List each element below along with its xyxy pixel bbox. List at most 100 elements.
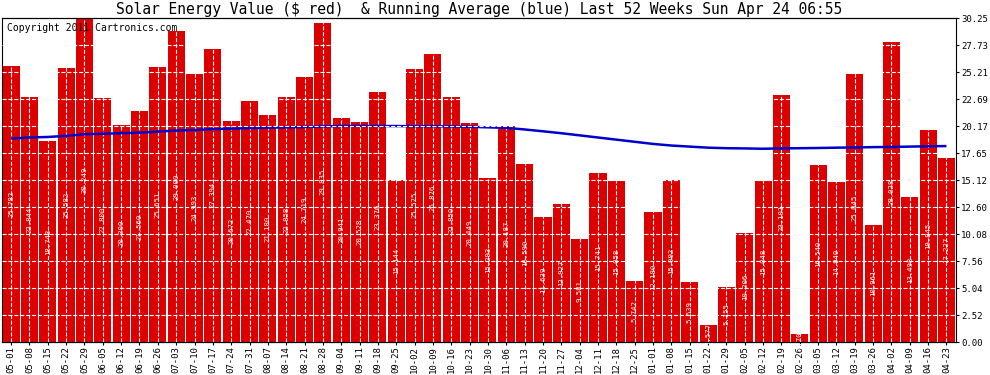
Text: 25.525: 25.525 xyxy=(412,192,418,219)
Text: 29.835: 29.835 xyxy=(320,169,326,195)
Bar xyxy=(40,141,56,342)
Text: 20.300: 20.300 xyxy=(118,220,124,246)
Text: Copyright 2011 Cartronics.com: Copyright 2011 Cartronics.com xyxy=(7,23,177,33)
Bar xyxy=(167,32,185,342)
Bar xyxy=(461,123,478,342)
Text: 28.028: 28.028 xyxy=(888,179,894,205)
Bar xyxy=(94,98,111,342)
Bar xyxy=(149,68,166,342)
Bar xyxy=(186,74,203,342)
Text: 9.581: 9.581 xyxy=(576,280,583,302)
Bar xyxy=(223,121,240,342)
Bar xyxy=(406,69,423,342)
Text: 21.560: 21.560 xyxy=(137,213,143,240)
Text: 25.582: 25.582 xyxy=(63,192,69,218)
Text: 30.249: 30.249 xyxy=(81,167,87,193)
Text: 25.651: 25.651 xyxy=(154,192,160,218)
Bar xyxy=(241,101,258,342)
Text: 20.449: 20.449 xyxy=(466,219,472,246)
Text: 26.876: 26.876 xyxy=(430,185,436,211)
Bar xyxy=(3,66,20,342)
Text: 13.498: 13.498 xyxy=(907,256,913,283)
Text: 20.187: 20.187 xyxy=(503,221,509,247)
Text: 12.180: 12.180 xyxy=(650,264,656,290)
Bar xyxy=(479,178,496,342)
Bar xyxy=(315,22,332,342)
Bar xyxy=(333,118,349,342)
Bar xyxy=(718,287,735,342)
Text: 15.058: 15.058 xyxy=(614,248,620,274)
Text: 15.741: 15.741 xyxy=(595,244,601,271)
Bar xyxy=(663,180,680,342)
Bar xyxy=(57,68,74,342)
Text: 22.800: 22.800 xyxy=(100,207,106,233)
Text: 1.577: 1.577 xyxy=(705,322,711,345)
Text: 24.719: 24.719 xyxy=(302,196,308,223)
Text: 0.707: 0.707 xyxy=(797,327,803,349)
Text: 15.144: 15.144 xyxy=(393,248,399,274)
Text: 25.782: 25.782 xyxy=(8,191,14,217)
Text: 19.845: 19.845 xyxy=(925,223,932,249)
Bar xyxy=(21,98,38,342)
Text: 22.844: 22.844 xyxy=(27,207,33,233)
Text: 21.180: 21.180 xyxy=(265,216,271,242)
Bar xyxy=(773,94,790,342)
Bar xyxy=(498,126,515,342)
Bar xyxy=(131,111,148,342)
Bar xyxy=(535,217,551,342)
Text: 25.045: 25.045 xyxy=(851,195,857,221)
Text: 20.672: 20.672 xyxy=(228,218,235,244)
Bar xyxy=(681,282,698,342)
Text: 23.101: 23.101 xyxy=(778,205,784,231)
Bar xyxy=(552,204,570,342)
Bar xyxy=(737,233,753,342)
Text: 29.000: 29.000 xyxy=(173,174,179,200)
Text: 16.540: 16.540 xyxy=(815,240,821,267)
Text: 5.742: 5.742 xyxy=(632,300,638,322)
Text: 14.940: 14.940 xyxy=(834,249,840,275)
Text: 24.993: 24.993 xyxy=(191,195,198,221)
Bar xyxy=(388,180,405,342)
Text: 20.941: 20.941 xyxy=(339,217,345,243)
Text: 22.470: 22.470 xyxy=(247,209,252,235)
Bar xyxy=(204,49,222,342)
Bar xyxy=(76,18,93,342)
Text: 23.376: 23.376 xyxy=(375,204,381,230)
Bar xyxy=(113,124,130,342)
Text: 12.927: 12.927 xyxy=(558,260,564,286)
Bar xyxy=(516,164,534,342)
Bar xyxy=(938,158,955,342)
Text: 18.743: 18.743 xyxy=(45,228,50,255)
Text: 16.590: 16.590 xyxy=(522,240,528,266)
Bar xyxy=(369,92,386,342)
Text: 11.639: 11.639 xyxy=(540,267,545,293)
Text: 15.293: 15.293 xyxy=(485,247,491,273)
Text: 10.206: 10.206 xyxy=(742,274,747,300)
Text: 10.961: 10.961 xyxy=(870,270,876,297)
Bar xyxy=(608,181,625,342)
Bar xyxy=(626,280,644,342)
Bar xyxy=(810,165,827,342)
Text: 15.048: 15.048 xyxy=(760,248,766,274)
Text: 5.639: 5.639 xyxy=(687,301,693,323)
Bar xyxy=(920,129,937,342)
Bar xyxy=(700,325,717,342)
Bar xyxy=(296,77,313,342)
Text: 5.155: 5.155 xyxy=(724,303,730,326)
Bar xyxy=(828,182,844,342)
Bar xyxy=(443,98,459,342)
Text: 22.858: 22.858 xyxy=(283,207,289,233)
Text: 20.528: 20.528 xyxy=(356,219,362,245)
Bar xyxy=(277,97,295,342)
Text: 17.227: 17.227 xyxy=(943,237,949,263)
Text: 22.850: 22.850 xyxy=(448,207,454,233)
Bar xyxy=(864,225,882,342)
Text: 27.394: 27.394 xyxy=(210,182,216,209)
Bar xyxy=(791,334,808,342)
Bar xyxy=(644,211,661,342)
Bar xyxy=(901,198,919,342)
Bar xyxy=(571,239,588,342)
Bar xyxy=(883,42,900,342)
Title: Solar Energy Value ($ red)  & Running Average (blue) Last 52 Weeks Sun Apr 24 06: Solar Energy Value ($ red) & Running Ave… xyxy=(116,2,842,17)
Bar xyxy=(425,54,442,342)
